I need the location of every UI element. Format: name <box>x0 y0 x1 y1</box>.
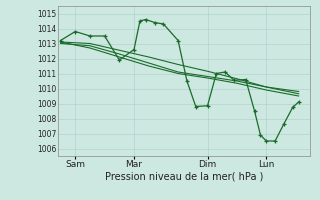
X-axis label: Pression niveau de la mer( hPa ): Pression niveau de la mer( hPa ) <box>105 172 263 182</box>
